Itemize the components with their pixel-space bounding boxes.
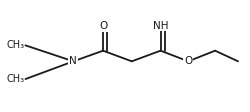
Text: CH₃: CH₃ [6,40,24,50]
Text: O: O [184,56,192,66]
Text: O: O [99,20,107,31]
Text: CH₃: CH₃ [6,74,24,84]
Text: NH: NH [153,20,168,31]
Text: N: N [70,56,77,66]
